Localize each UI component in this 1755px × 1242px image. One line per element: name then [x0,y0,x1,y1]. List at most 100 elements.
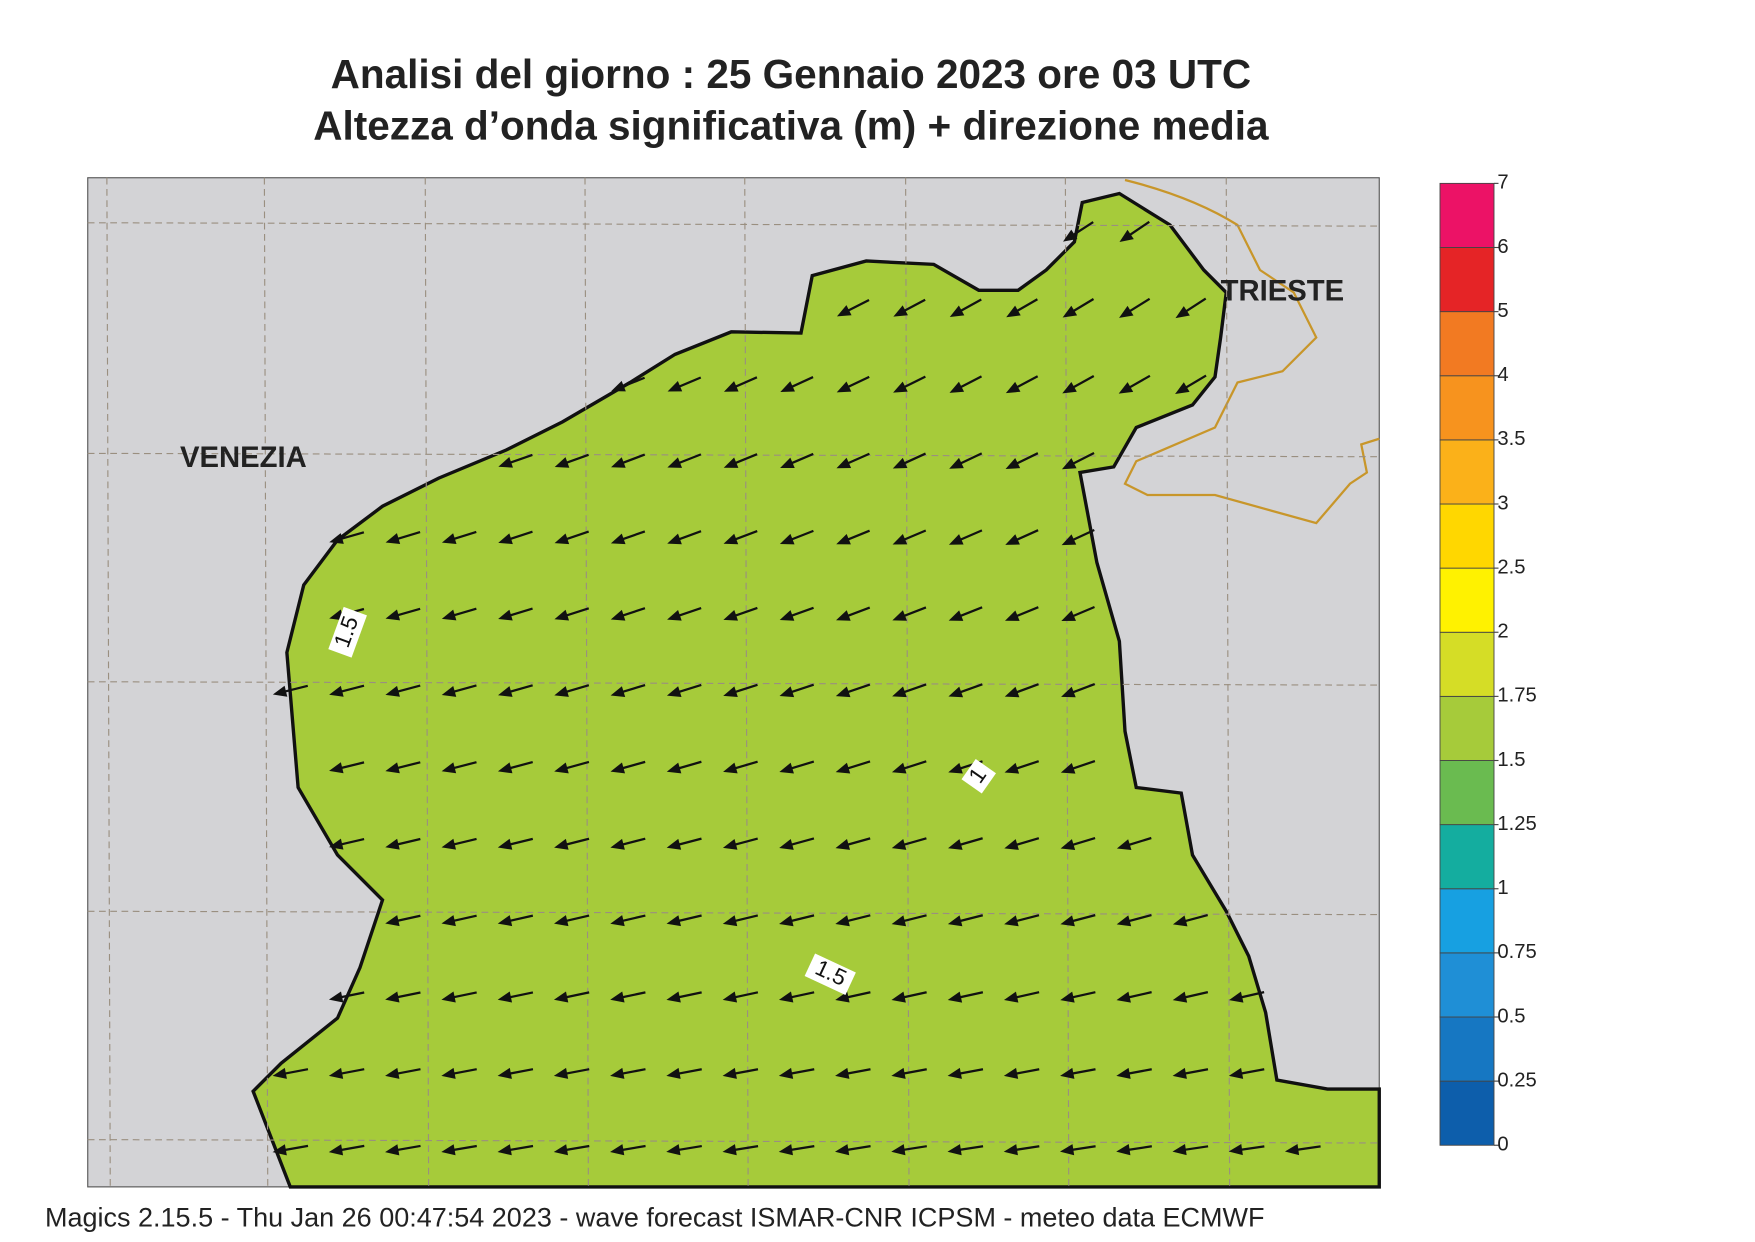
arrow-head [949,381,965,393]
arrow-head [553,991,569,1003]
arrow-head [1228,1067,1244,1079]
arrow-head [554,762,569,774]
arrow-head [723,762,738,774]
arrow-head [554,457,570,468]
arrow-head [780,381,795,393]
arrow-head [948,839,963,850]
arrow-head [835,686,851,698]
arrow-head [385,762,400,774]
arrow-head [779,610,795,621]
arrow-head [497,838,513,850]
colorbar-swatch [1439,824,1495,890]
arrow-head [723,381,739,392]
colorbar-label: 4 [1497,364,1508,386]
arrow-head [610,686,626,697]
arrow-head [835,839,851,850]
arrow-head [1004,839,1019,850]
arrow-head [610,533,626,545]
arrow-head [1060,991,1075,1003]
arrow-head [666,686,682,698]
arrow-head [666,915,681,927]
colorbar-swatch [1439,952,1495,1018]
arrow-head [1003,1067,1019,1079]
arrow-head [779,762,794,774]
arrow-head [1119,305,1134,318]
arrow-head [723,533,739,545]
arrow-head [667,457,683,468]
arrow-head [1004,686,1020,698]
arrow-head [1003,991,1019,1003]
arrow-head [835,762,851,774]
arrow-head [441,533,457,545]
arrow-head [610,609,626,621]
arrow-head [385,991,400,1003]
arrow-head [385,1067,400,1079]
arrow-head [1229,991,1244,1003]
colorbar-swatch [1439,760,1495,826]
arrow-head [836,381,852,393]
arrow-head [498,609,513,621]
arrow-head [1116,1067,1131,1079]
colorbar-swatch [1439,247,1495,313]
arrow-head [553,1144,569,1156]
arrow-head [667,533,682,545]
arrow-head [385,533,401,544]
graticule [87,177,1380,1187]
arrow-head [1172,1067,1187,1079]
arrow-head [1116,1144,1131,1156]
arrow-head [667,609,682,621]
arrow-head [329,685,344,697]
arrow-head [498,686,513,697]
map-figure: Analisi del giorno : 25 Gennaio 2023 ore… [45,51,1537,1232]
arrow-head [723,686,738,698]
arrow-head [948,534,964,545]
colorbar-swatch [1439,631,1495,697]
arrow-head [441,838,457,850]
arrow-head [610,838,625,850]
arrow-head [836,610,851,621]
arrow-head [891,839,907,850]
arrow-head [610,1067,625,1079]
arrow-head [441,1067,456,1079]
colorbar-label: 5 [1497,300,1508,322]
arrow-head [1175,306,1190,319]
arrow-head [497,915,513,927]
colorbar-label: 0.25 [1497,1069,1536,1091]
arrow-head [891,762,907,774]
arrow-head [554,915,569,927]
arrow-head [722,915,738,927]
colorbar: 0 0.25 0.5 0.75 1 1.25 1.5 1.75 2 2.5 3 3.5 4 5 6 7 [1439,172,1537,1156]
arrow-head [441,991,456,1003]
arrow-head [272,1144,287,1156]
arrow-head [778,991,794,1003]
arrow-head [836,457,852,469]
arrow-head [892,610,907,621]
arrow-head [891,1067,906,1079]
arrow-head [835,991,850,1003]
arrow-head [328,1144,344,1156]
arrow-head [1060,762,1076,774]
footer: Magics 2.15.5 - Thu Jan 26 00:47:54 2023… [45,1202,1265,1232]
wave-direction-arrows [272,220,1321,1156]
arrow-head [947,1144,962,1156]
arrow-head [722,991,738,1003]
colorbar-label: 0.5 [1497,1005,1525,1027]
arrow-head [498,533,513,545]
colorbar-swatch [1439,888,1495,954]
arrow-head [1119,229,1134,242]
arrow-head [553,1067,569,1079]
colorbar-swatch [1439,1080,1495,1146]
colorbar-label: 6 [1497,236,1508,258]
arrow-head [328,991,344,1003]
arrow-head [1004,762,1020,774]
arrow-head [554,609,570,621]
arrow-head [892,686,907,698]
title-line: Altezza d’onda significativa (m) + direz… [313,103,1269,149]
colorbar-label: 2 [1497,621,1508,643]
grid-line [87,910,1380,916]
border [1123,178,1380,525]
arrow-head [441,1144,456,1156]
arrow-head [1116,991,1131,1003]
